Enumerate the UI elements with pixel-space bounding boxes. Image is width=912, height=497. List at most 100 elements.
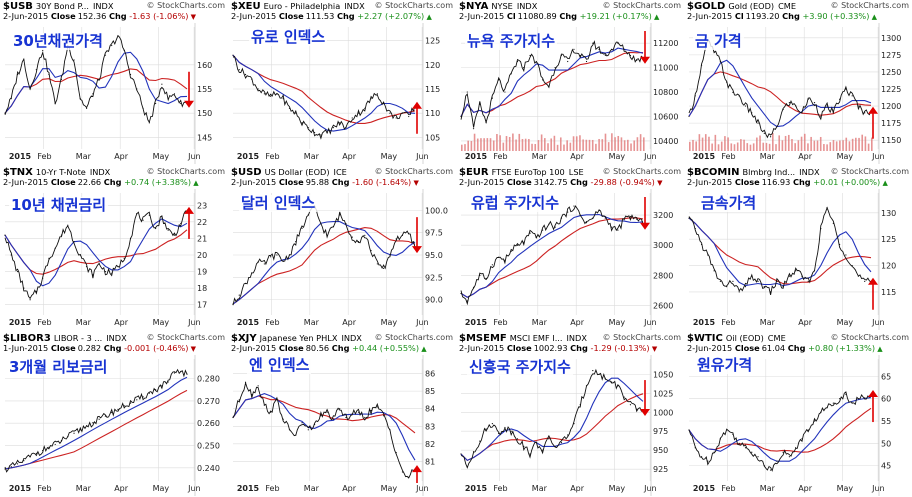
x-tick-label: May (153, 152, 170, 161)
volume-bar (534, 143, 537, 151)
chart-symbol[interactable]: $WTIC (687, 333, 723, 344)
price-point (554, 445, 556, 447)
price-point (376, 263, 378, 265)
price-point (611, 48, 613, 50)
moving-average-fast-line (460, 47, 644, 117)
price-point (460, 453, 462, 455)
price-point (307, 429, 309, 431)
chart-symbol[interactable]: $USD (231, 167, 262, 178)
price-point (10, 466, 12, 468)
price-point (351, 413, 353, 415)
chg-value: -1.29 (-0.13%) (590, 343, 650, 353)
volume-bar (698, 134, 701, 151)
price-point (801, 438, 803, 440)
x-tick-label: 2015 (9, 484, 32, 493)
korean-annotation: 뉴욕 주가지수 (465, 32, 558, 50)
header-row-2: 2-Jun-2015 Close 80.56 Chg +0.44 (+0.55%)… (231, 343, 453, 354)
chart-symbol[interactable]: $NYA (459, 1, 489, 12)
chart-symbol[interactable]: $USB (3, 1, 33, 12)
chart-symbol[interactable]: $XEU (231, 1, 261, 12)
chart-symbol[interactable]: $EUR (459, 167, 489, 178)
volume-bar (476, 138, 479, 151)
price-point (592, 42, 594, 44)
price-point (48, 446, 50, 448)
x-tick-label: 2015 (237, 318, 260, 327)
chart-symbol[interactable]: $LIBOR3 (3, 333, 51, 344)
y-tick-label: 22 (197, 218, 207, 227)
chart-date: 2-Jun-2015 (459, 343, 505, 353)
x-tick-label: 2015 (237, 484, 260, 493)
x-tick-label: May (381, 484, 398, 493)
price-point (813, 270, 816, 272)
chart-symbol[interactable]: $MSEMF (459, 333, 507, 344)
price-point (129, 237, 132, 240)
price-point (738, 95, 740, 97)
header-row-1: $BCOMIN Blmbrg Ind... INDX © StockCharts.co… (687, 167, 909, 178)
price-point (763, 132, 765, 134)
x-tick-label: May (609, 318, 626, 327)
chart-date: 2-Jun-2015 (459, 11, 505, 21)
price-point (629, 54, 632, 57)
price-point (270, 256, 272, 258)
price-point (523, 67, 525, 69)
volume-bar (743, 139, 745, 151)
chart-symbol[interactable]: $GOLD (687, 1, 726, 12)
header-row-1: $MSEMF MSCI EMF I... INDX © StockCharts.com (459, 333, 681, 344)
stockcharts-watermark: © StockCharts.com (600, 167, 681, 177)
price-point (4, 112, 6, 114)
price-point (460, 115, 462, 118)
price-point (820, 115, 822, 117)
price-point (263, 404, 265, 406)
volume-bar (620, 137, 623, 151)
volume-bar (746, 143, 749, 151)
x-tick-label: 2015 (9, 318, 32, 327)
chart-symbol[interactable]: $XJY (231, 333, 257, 344)
close-label: Close (506, 343, 532, 353)
volume-bar (781, 140, 784, 151)
volume-bar (848, 141, 851, 151)
chart-exchange: INDX (566, 333, 587, 343)
volume-bar (717, 144, 720, 151)
volume-bar (733, 144, 736, 151)
chart-date: 2-Jun-2015 (459, 177, 505, 187)
price-point (320, 223, 322, 225)
chart-header: $XJY Japanese Yen PHLX INDX © StockCharts.c… (231, 333, 453, 355)
x-tick-label: 2015 (9, 152, 32, 161)
volume-bar (467, 140, 469, 151)
price-point (161, 83, 163, 85)
price-point (73, 59, 75, 61)
volume-bar (537, 140, 540, 151)
price-point (826, 105, 828, 107)
price-point (173, 234, 176, 236)
y-tick-label: 110 (425, 109, 440, 118)
chart-date: 2-Jun-2015 (3, 177, 49, 187)
volume-bar (787, 134, 790, 151)
price-point (383, 267, 385, 269)
chart-symbol[interactable]: $BCOMIN (687, 167, 740, 178)
price-point (161, 216, 163, 218)
header-row-1: $EUR FTSE EuroTop 100 LSE © StockCharts.com (459, 167, 681, 178)
x-tick-label: Apr (570, 152, 585, 161)
stockcharts-watermark: © StockCharts.com (828, 167, 909, 177)
x-tick-label: Jun (415, 152, 429, 161)
chart-panel-usb: $USB 30Y Bond P... INDX © StockCharts.com 2-… (1, 1, 227, 164)
price-point (357, 112, 360, 114)
x-tick-label: 2015 (465, 152, 488, 161)
chart-symbol[interactable]: $TNX (3, 167, 33, 178)
x-tick-label: Feb (265, 484, 279, 493)
price-point (54, 247, 56, 249)
red-down-arrow-icon (184, 71, 194, 108)
y-tick-label: 115 (425, 85, 440, 94)
price-point (48, 257, 50, 259)
chart-date: 2-Jun-2015 (687, 11, 733, 21)
x-tick-label: Feb (721, 484, 735, 493)
price-point (345, 127, 347, 129)
header-row-2: 2-Jun-2015 Cl 11080.89 Chg +19.21 (+0.17%… (459, 11, 681, 22)
chart-panel-usd: $USD US Dollar (EOD) ICE © StockCharts.com 2… (229, 167, 455, 330)
chart-exchange: INDX (516, 1, 538, 11)
price-point (585, 222, 588, 224)
moving-average-fast-line (232, 54, 416, 132)
stockcharts-watermark: © StockCharts.com (144, 167, 225, 177)
volume-bar (813, 140, 816, 151)
volume-bar (518, 133, 521, 151)
